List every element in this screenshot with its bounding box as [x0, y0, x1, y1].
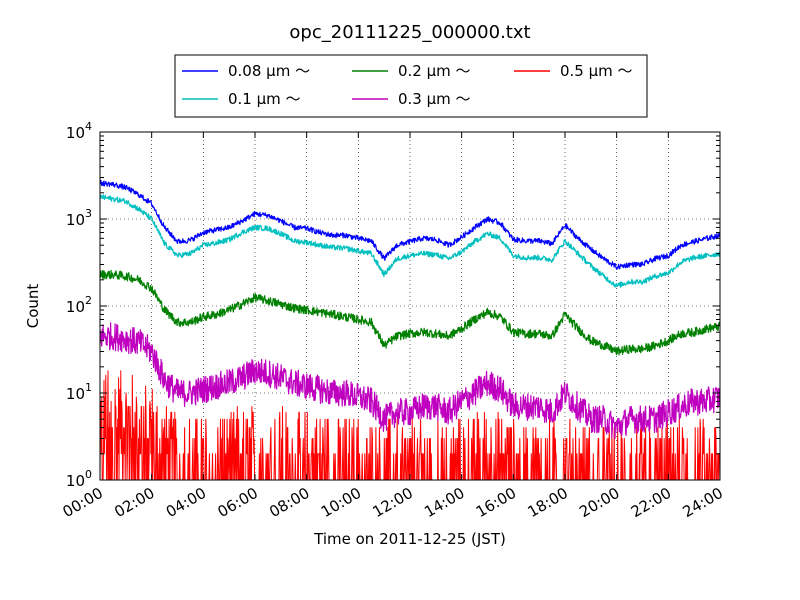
y-tick-label: 103 [66, 207, 92, 229]
legend-label: 0.2 μm ～ [398, 62, 471, 80]
legend-label: 0.1 μm ～ [228, 90, 301, 108]
y-tick-base: 10 [66, 472, 85, 490]
x-tick-label: 22:00 [628, 484, 674, 521]
grid [100, 132, 720, 480]
y-tick-base: 10 [66, 298, 85, 316]
y-tick-exponent: 0 [85, 468, 92, 481]
series-line [99, 179, 721, 270]
y-tick-base: 10 [66, 124, 85, 142]
y-tick-label: 104 [66, 120, 92, 142]
y-tick-base: 10 [66, 385, 85, 403]
x-tick-label: 24:00 [680, 484, 726, 521]
x-tick-label: 08:00 [266, 484, 312, 521]
y-axis-label: Count [24, 284, 42, 329]
x-tick-label: 14:00 [421, 484, 467, 521]
legend-label: 0.3 μm ～ [398, 90, 471, 108]
legend: 0.08 μm ～ 0.1 μm ～ 0.2 μm ～ 0.3 μm ～ 0.5 μm … [174, 54, 648, 118]
y-tick-exponent: 1 [85, 381, 92, 394]
y-tick-label: 101 [66, 381, 92, 403]
series-line [99, 194, 721, 288]
chart-title: opc_20111225_000000.txt [289, 22, 530, 43]
legend-label: 0.5 μm ～ [560, 62, 633, 80]
x-tick-label: 12:00 [370, 484, 416, 521]
x-tick-label: 16:00 [473, 484, 519, 521]
series-layer [99, 179, 721, 481]
x-tick-label: 18:00 [525, 484, 571, 521]
legend-frame [174, 54, 648, 118]
y-tick-exponent: 3 [85, 207, 92, 220]
y-tick-exponent: 4 [85, 120, 92, 133]
series-line [99, 269, 721, 356]
x-tick-label: 02:00 [111, 484, 157, 521]
x-tick-label: 06:00 [215, 484, 261, 521]
x-tick-label: 20:00 [576, 484, 622, 521]
x-axis-label: Time on 2011-12-25 (JST) [313, 530, 506, 548]
x-tick-label: 10:00 [318, 484, 364, 521]
x-tick-label: 04:00 [163, 484, 209, 521]
y-tick-label: 100 [66, 468, 92, 490]
series-line [99, 322, 721, 440]
y-tick-base: 10 [66, 211, 85, 229]
y-tick-label: 102 [66, 294, 92, 316]
legend-label: 0.08 μm ～ [228, 62, 310, 80]
y-tick-exponent: 2 [85, 294, 92, 307]
